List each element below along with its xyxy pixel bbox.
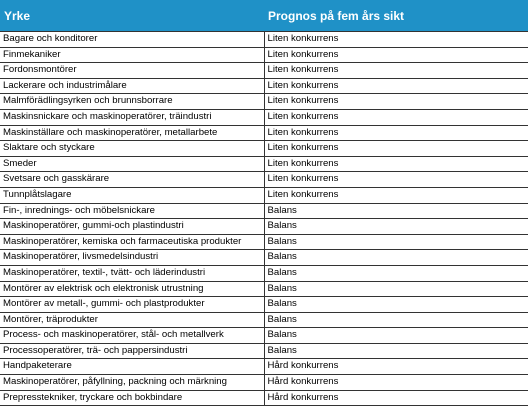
occupation-cell: Maskinoperatörer, påfyllning, packning o…: [0, 374, 264, 391]
forecast-cell: Liten konkurrens: [263, 93, 528, 110]
occupation-cell: Maskinställare och maskinoperatörer, met…: [0, 125, 264, 142]
table-row: Maskinsnickare och maskinoperatörer, trä…: [0, 109, 528, 126]
table-row: Handpaketerare Hård konkurrens: [0, 358, 528, 376]
forecast-cell: Hård konkurrens: [263, 390, 528, 407]
table-row: Process- och maskinoperatörer, stål- och…: [0, 327, 528, 344]
forecast-cell: Liten konkurrens: [263, 47, 528, 64]
table-row: Bagare och konditorer Liten konkurrens: [0, 31, 528, 48]
table-row: Montörer av metall-, gummi- och plastpro…: [0, 296, 528, 313]
table-row: Fordonsmontörer Liten konkurrens: [0, 62, 528, 79]
forecast-cell: Balans: [263, 296, 528, 313]
forecast-cell: Balans: [263, 234, 528, 251]
table-row: Prepresstekniker, tryckare och bokbindar…: [0, 390, 528, 407]
occupation-cell: Montörer, träprodukter: [0, 312, 264, 329]
occupation-cell: Fordonsmontörer: [0, 62, 264, 79]
occupation-cell: Montörer av metall-, gummi- och plastpro…: [0, 296, 264, 313]
occupation-cell: Maskinoperatörer, gummi-och plastindustr…: [0, 218, 264, 235]
forecast-cell: Balans: [263, 203, 528, 220]
table-header: Yrke Prognos på fem års sikt: [0, 0, 528, 32]
forecast-cell: Balans: [263, 265, 528, 282]
occupation-cell: Smeder: [0, 156, 264, 173]
header-yrke: Yrke: [0, 0, 264, 32]
forecast-cell: Balans: [263, 281, 528, 298]
occupation-cell: Bagare och konditorer: [0, 31, 264, 48]
forecast-cell: Liten konkurrens: [263, 31, 528, 48]
forecast-cell: Balans: [263, 327, 528, 344]
header-prognos: Prognos på fem års sikt: [264, 0, 528, 32]
forecast-cell: Liten konkurrens: [263, 187, 528, 204]
table-row: Montörer av elektrisk och elektronisk ut…: [0, 281, 528, 298]
forecast-cell: Liten konkurrens: [263, 140, 528, 157]
table-row: Slaktare och styckare Liten konkurrens: [0, 140, 528, 157]
table-row: Lackerare och industrimålare Liten konkur…: [0, 78, 528, 95]
forecast-cell: Liten konkurrens: [263, 125, 528, 142]
table-row: Tunnplåtslagare Liten konkurrens: [0, 187, 528, 204]
table-row: Maskinoperatörer, gummi-och plastindustr…: [0, 218, 528, 235]
occupation-cell: Handpaketerare: [0, 358, 264, 376]
forecast-cell: Liten konkurrens: [263, 156, 528, 173]
occupation-cell: Malmförädlingsyrken och brunnsborrare: [0, 93, 264, 110]
table-row: Svetsare och gasskärare Liten konkurrens: [0, 171, 528, 188]
table-row: Maskinoperatörer, påfyllning, packning o…: [0, 374, 528, 391]
occupation-cell: Process- och maskinoperatörer, stål- och…: [0, 327, 264, 344]
forecast-cell: Balans: [263, 218, 528, 235]
forecast-cell: Balans: [263, 343, 528, 360]
forecast-cell: Balans: [263, 249, 528, 266]
table-row: Montörer, träprodukter Balans: [0, 312, 528, 329]
table-row: Maskinoperatörer, kemiska och farmaceuti…: [0, 234, 528, 251]
occupation-cell: Lackerare och industrimålare: [0, 78, 264, 95]
occupation-cell: Svetsare och gasskärare: [0, 171, 264, 188]
forecast-cell: Liten konkurrens: [263, 109, 528, 126]
occupation-cell: Montörer av elektrisk och elektronisk ut…: [0, 281, 264, 298]
table-row: Maskinställare och maskinoperatörer, met…: [0, 125, 528, 142]
occupation-cell: Tunnplåtslagare: [0, 187, 264, 204]
forecast-cell: Balans: [263, 312, 528, 329]
forecast-cell: Liten konkurrens: [263, 62, 528, 79]
occupation-cell: Maskinoperatörer, kemiska och farmaceuti…: [0, 234, 264, 251]
table-row: Maskinoperatörer, livsmedelsindustri Bala…: [0, 249, 528, 266]
table-row: Finmekaniker Liten konkurrens: [0, 47, 528, 64]
forecast-cell: Liten konkurrens: [263, 171, 528, 188]
occupation-cell: Maskinoperatörer, textil-, tvätt- och lä…: [0, 265, 264, 282]
occupation-cell: Processoperatörer, trä- och pappersindus…: [0, 343, 264, 360]
table-row: Maskinoperatörer, textil-, tvätt- och lä…: [0, 265, 528, 282]
occupation-cell: Slaktare och styckare: [0, 140, 264, 157]
forecast-cell: Hård konkurrens: [263, 358, 528, 376]
header-row: Yrke Prognos på fem års sikt: [0, 0, 528, 32]
occupation-cell: Finmekaniker: [0, 47, 264, 64]
occupation-cell: Prepresstekniker, tryckare och bokbindar…: [0, 390, 264, 407]
table-row: Processoperatörer, trä- och pappersindus…: [0, 343, 528, 360]
table-row: Fin-, inrednings- och möbelsnickare Balan…: [0, 203, 528, 220]
forecast-cell: Hård konkurrens: [263, 374, 528, 391]
table-row: Smeder Liten konkurrens: [0, 156, 528, 173]
table-row: Malmförädlingsyrken och brunnsborrare Lit…: [0, 93, 528, 110]
table-body: Bagare och konditorer Liten konkurrens Fi…: [0, 31, 528, 407]
occupation-cell: Fin-, inrednings- och möbelsnickare: [0, 203, 264, 220]
forecast-cell: Liten konkurrens: [263, 78, 528, 95]
occupation-cell: Maskinsnickare och maskinoperatörer, trä…: [0, 109, 264, 126]
occupation-cell: Maskinoperatörer, livsmedelsindustri: [0, 249, 264, 266]
